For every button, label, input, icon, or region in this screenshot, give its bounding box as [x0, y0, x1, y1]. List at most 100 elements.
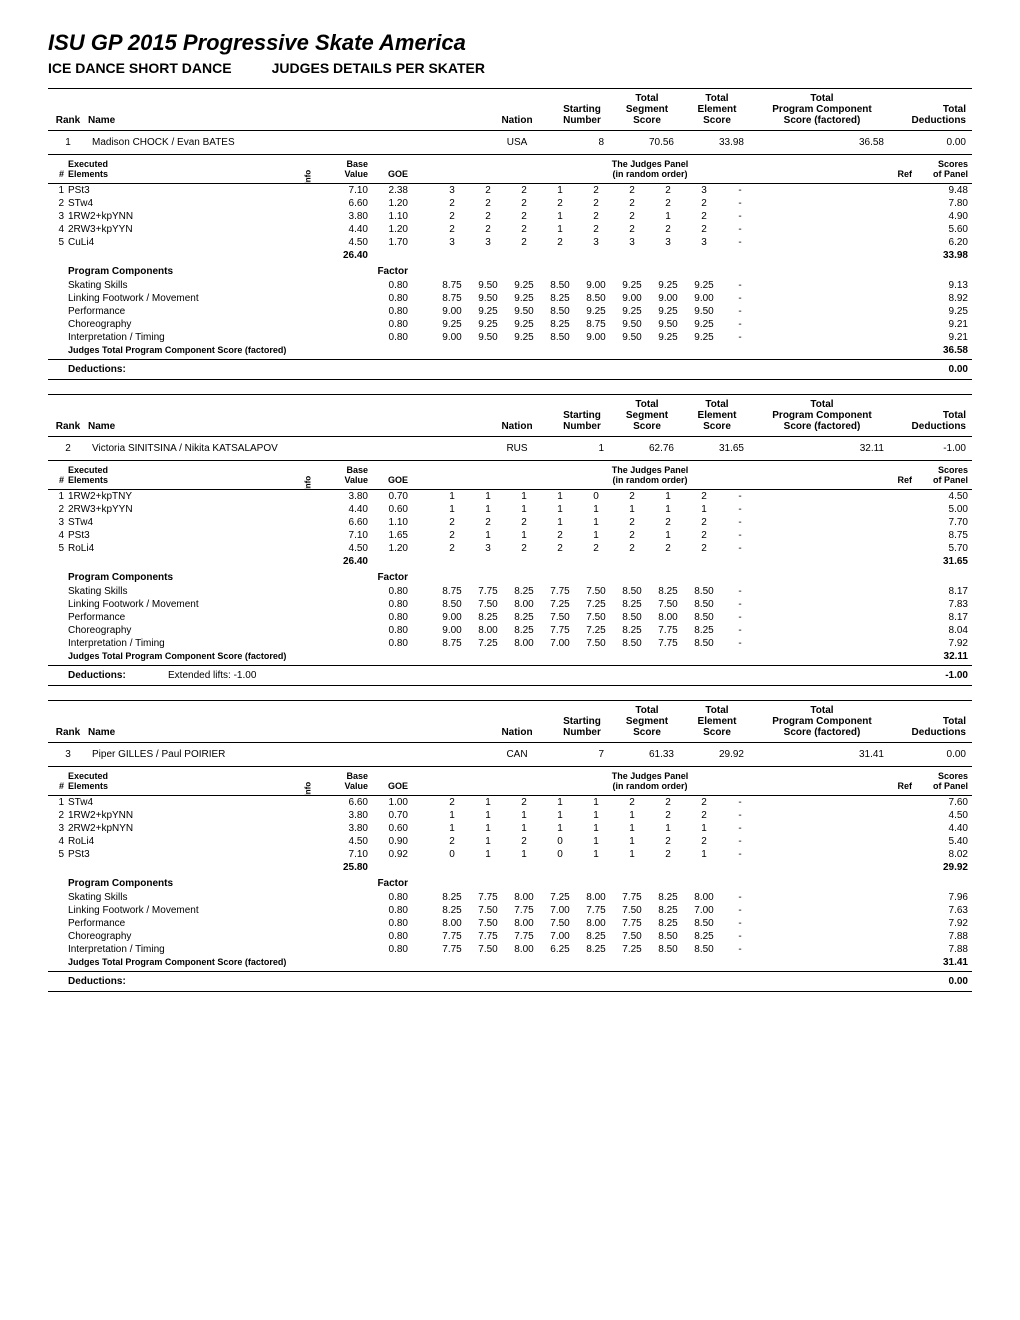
element-row: 2 2RW3+kpYYN 4.40 0.60 11111111- 5.00 [48, 503, 972, 516]
pc-judge-score: 8.25 [686, 931, 722, 942]
pc-row: Skating Skills 0.80 8.759.509.258.509.00… [48, 279, 972, 292]
judge-score: 1 [614, 836, 650, 847]
pc-sop: 8.04 [912, 625, 972, 636]
pc-judge-score: 8.00 [506, 892, 542, 903]
elem-num: 4 [48, 224, 68, 235]
judge-score: 1 [470, 823, 506, 834]
judge-score: - [722, 810, 758, 821]
elem-sop: 7.60 [912, 797, 972, 808]
pc-judge-score: 9.50 [470, 293, 506, 304]
pc-judge-score: - [722, 905, 758, 916]
judge-score: 2 [686, 797, 722, 808]
judge-score: 0 [578, 491, 614, 502]
judge-score: 1 [470, 530, 506, 541]
elem-num: 5 [48, 237, 68, 248]
deductions-label: Deductions: [48, 976, 168, 987]
judge-score: 2 [578, 211, 614, 222]
elem-code: RoLi4 [68, 836, 298, 847]
judge-score: - [722, 211, 758, 222]
sop-total: 31.65 [912, 556, 972, 567]
pc-judge-score: 8.25 [614, 625, 650, 636]
hdr-name: Name [88, 727, 482, 738]
pc-judge-score: 8.75 [434, 293, 470, 304]
hdr-deductions: TotalDeductions [892, 410, 972, 432]
judge-score: 2 [578, 185, 614, 196]
elem-code: 1RW2+kpYNN [68, 211, 298, 222]
elem-sop: 4.40 [912, 823, 972, 834]
pc-judge-score: 7.75 [470, 931, 506, 942]
judge-score: 2 [614, 543, 650, 554]
pc-judge-score: - [722, 944, 758, 955]
pc-judge-score: 9.25 [506, 280, 542, 291]
pc-judge-score: 8.00 [506, 638, 542, 649]
elem-sop: 5.60 [912, 224, 972, 235]
pc-judge-score: 7.75 [542, 586, 578, 597]
elem-goe: 1.20 [368, 198, 418, 209]
judge-score: 2 [578, 543, 614, 554]
element-total-row: 26.40 33.98 [48, 249, 972, 262]
elem-sop: 5.00 [912, 504, 972, 515]
judge-score: 1 [578, 530, 614, 541]
pc-judge-score: 8.50 [686, 638, 722, 649]
pc-judge-score: 8.00 [506, 944, 542, 955]
pc-judge-score: 8.75 [578, 319, 614, 330]
pc-row: Skating Skills 0.80 8.757.758.257.757.50… [48, 585, 972, 598]
judge-score: 1 [614, 823, 650, 834]
pc-judge-score: 8.00 [506, 599, 542, 610]
judge-score: - [722, 198, 758, 209]
pc-factor: 0.80 [348, 931, 418, 942]
elem-num: 4 [48, 836, 68, 847]
elemscore-value: 33.98 [682, 137, 752, 148]
elem-goe: 2.38 [368, 185, 418, 196]
jtpcs-label: Judges Total Program Component Score (fa… [48, 957, 286, 968]
elem-ref [882, 530, 912, 541]
hdr-pc: Program Components [48, 266, 348, 277]
elem-goe: 1.10 [368, 517, 418, 528]
elem-code: 2RW3+kpYYN [68, 504, 298, 515]
pc-judge-score: 8.00 [434, 918, 470, 929]
pc-sop: 8.92 [912, 293, 972, 304]
comp-total: 36.58 [912, 345, 972, 356]
elem-sop: 5.70 [912, 543, 972, 554]
pc-factor: 0.80 [348, 306, 418, 317]
pc-sop: 7.63 [912, 905, 972, 916]
pc-sop: 9.21 [912, 332, 972, 343]
summary-row: 1 Madison CHOCK / Evan BATES USA 8 70.56… [48, 131, 972, 155]
elem-goe: 0.70 [368, 810, 418, 821]
pc-row: Interpretation / Timing 0.80 8.757.258.0… [48, 637, 972, 650]
hdr-sop: Scoresof Panel [912, 771, 972, 791]
sop-total: 29.92 [912, 862, 972, 873]
judge-score: 1 [506, 504, 542, 515]
pc-factor: 0.80 [348, 586, 418, 597]
hdr-nation: Nation [482, 115, 552, 126]
hdr-ref: Ref [882, 475, 912, 485]
startnum-value: 7 [552, 749, 612, 760]
judge-score: 2 [686, 517, 722, 528]
elem-code: STw4 [68, 797, 298, 808]
hdr-executed: ExecutedElements [68, 465, 298, 485]
hdr-elemscore: TotalElementScore [682, 705, 752, 738]
pc-judge-score: - [722, 931, 758, 942]
judge-score: 2 [578, 198, 614, 209]
elem-sop: 8.75 [912, 530, 972, 541]
pc-judge-score: 9.25 [686, 280, 722, 291]
elem-base: 3.80 [318, 491, 368, 502]
pc-judge-score: 9.25 [506, 332, 542, 343]
pc-sop: 7.88 [912, 931, 972, 942]
elem-code: STw4 [68, 517, 298, 528]
elem-code: CuLi4 [68, 237, 298, 248]
judge-score: - [722, 237, 758, 248]
element-row: 5 PSt3 7.10 0.92 01101121- 8.02 [48, 848, 972, 861]
judge-score: 2 [578, 224, 614, 235]
sop-total: 33.98 [912, 250, 972, 261]
sheet-title: JUDGES DETAILS PER SKATER [272, 60, 485, 76]
pc-judge-score: 7.75 [614, 918, 650, 929]
pc-sop: 9.21 [912, 319, 972, 330]
element-total-row: 26.40 31.65 [48, 555, 972, 568]
judge-score: 2 [686, 491, 722, 502]
pc-judge-score: 9.00 [578, 332, 614, 343]
deductions-row: Deductions: 0.00 [48, 971, 972, 992]
judge-score: 3 [434, 237, 470, 248]
hdr-pc: Program Components [48, 572, 348, 583]
pc-component-name: Choreography [48, 931, 348, 942]
